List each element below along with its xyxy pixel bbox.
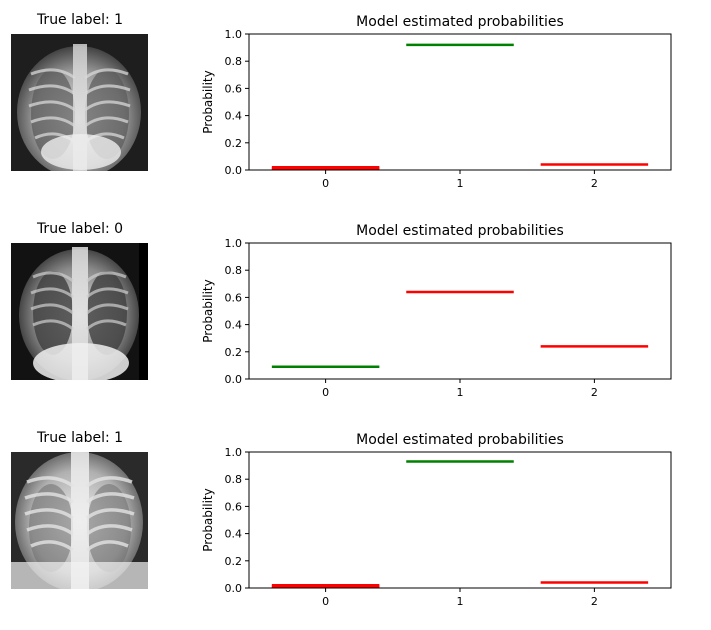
plot-frame — [248, 33, 672, 171]
chest-xray-image — [11, 452, 148, 589]
probability-chart-3: Model estimated probabilities Probability… — [201, 432, 672, 605]
y-tick-label: 1.0 — [225, 237, 243, 250]
x-tick-label: 0 — [322, 595, 329, 605]
y-tick-label: 0.8 — [225, 55, 243, 68]
chest-xray-image — [11, 34, 148, 171]
chest-xray-image — [11, 243, 148, 380]
y-tick-label: 0.2 — [225, 137, 243, 150]
x-tick-label: 0 — [322, 386, 329, 396]
x-tick-label: 1 — [457, 177, 464, 187]
y-tick-label: 1.0 — [225, 28, 243, 41]
y-tick-label: 0.0 — [225, 582, 243, 595]
plot-frame — [248, 242, 672, 380]
panel-row-2: True label: 0 Mode — [0, 221, 711, 421]
panel-row-3: True label: 1 — [0, 430, 711, 630]
y-tick-label: 0.2 — [225, 346, 243, 359]
probability-chart-2: Model estimated probabilities Probability… — [201, 223, 672, 396]
panel-row-1: True label: 1 — [0, 12, 711, 212]
image-title: True label: 0 — [36, 221, 124, 237]
y-tick-label: 0.2 — [225, 555, 243, 568]
y-tick-label: 0.6 — [225, 500, 243, 513]
chart-title: Model estimated probabilities — [356, 14, 564, 30]
y-tick-label: 1.0 — [225, 446, 243, 459]
y-tick-label: 0.8 — [225, 264, 243, 277]
y-tick-label: 0.4 — [225, 319, 243, 332]
y-tick-label: 0.4 — [225, 528, 243, 541]
x-tick-label: 2 — [591, 595, 598, 605]
chart-title: Model estimated probabilities — [356, 432, 564, 448]
probability-bar-base — [271, 166, 380, 170]
y-axis-label: Probability — [201, 488, 215, 551]
image-title: True label: 1 — [36, 430, 124, 446]
y-tick-label: 0.8 — [225, 473, 243, 486]
x-tick-label: 1 — [457, 386, 464, 396]
y-axis-label: Probability — [201, 279, 215, 342]
x-tick-label: 0 — [322, 177, 329, 187]
y-tick-label: 0.0 — [225, 164, 243, 177]
image-title: True label: 1 — [36, 12, 124, 28]
x-tick-label: 2 — [591, 177, 598, 187]
y-tick-label: 0.6 — [225, 82, 243, 95]
y-tick-label: 0.6 — [225, 291, 243, 304]
x-tick-label: 1 — [457, 595, 464, 605]
y-axis-label: Probability — [201, 70, 215, 133]
chart-title: Model estimated probabilities — [356, 223, 564, 239]
probability-chart-1: Model estimated probabilities Probability… — [201, 14, 672, 187]
y-tick-label: 0.0 — [225, 373, 243, 386]
x-tick-label: 2 — [591, 386, 598, 396]
probability-bar-base — [271, 584, 380, 588]
y-tick-label: 0.4 — [225, 110, 243, 123]
plot-frame — [248, 451, 672, 589]
